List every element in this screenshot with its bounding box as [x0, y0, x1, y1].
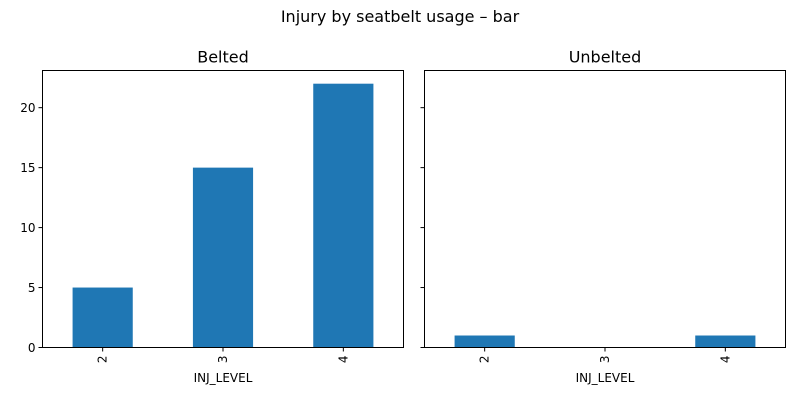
x-tick-label: 2: [96, 356, 110, 364]
x-tick-label: 3: [216, 356, 230, 364]
x-axis-label: INJ_LEVEL: [194, 371, 253, 385]
x-tick-label: 2: [478, 356, 492, 364]
x-tick-label: 3: [598, 356, 612, 364]
y-tick-label: 20: [20, 101, 35, 115]
y-tick-label: 0: [28, 341, 36, 355]
y-tick-label: 5: [28, 281, 36, 295]
bar-4: [695, 335, 756, 348]
x-tick-label: 4: [336, 356, 350, 364]
bar-4: [313, 83, 374, 348]
bar-3: [192, 167, 254, 348]
x-tick-label: 4: [718, 356, 732, 364]
subplot-title: Unbelted: [569, 48, 642, 67]
subplots: Belted 2 3 4 INJ_LEVEL 0 5 10 15 20 Unbelted 2 3 4 INJ…: [20, 48, 786, 385]
figure-title: Injury by seatbelt usage – bar: [281, 7, 520, 26]
bar-2: [454, 335, 515, 348]
subplot-2: Unbelted 2 3 4 INJ_LEVEL: [420, 48, 786, 385]
subplot-title: Belted: [197, 48, 249, 67]
bar-2: [72, 287, 133, 348]
y-tick-label: 10: [20, 221, 35, 235]
x-axis-label: INJ_LEVEL: [576, 371, 635, 385]
y-tick-label: 15: [20, 161, 35, 175]
subplot-1: Belted 2 3 4 INJ_LEVEL 0 5 10 15 20: [20, 48, 404, 385]
